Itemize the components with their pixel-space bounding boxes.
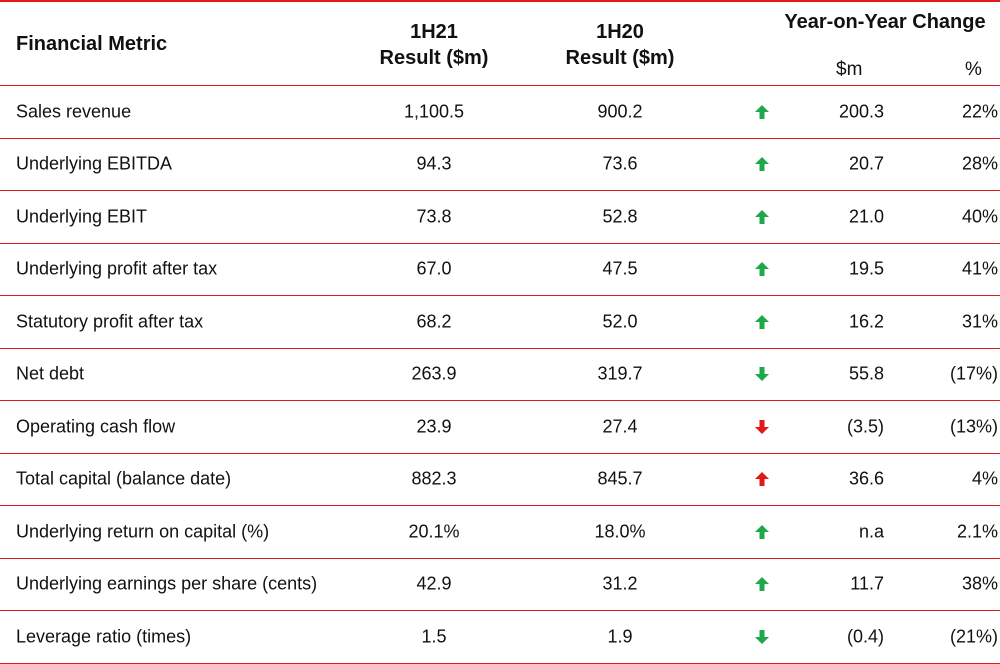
table-row: Operating cash flow 23.9 27.4 (3.5) (13%)	[0, 401, 1000, 454]
header-1h21-line2: Result ($m)	[379, 47, 489, 69]
value-1h20-cell: 27.4	[602, 416, 638, 437]
metric-cell: Operating cash flow	[16, 416, 176, 437]
value-1h20-cell: 900.2	[597, 101, 643, 122]
change-usd-cell: 21.0	[848, 206, 884, 227]
value-1h21-cell: 67.0	[416, 258, 452, 279]
change-usd-cell: 200.3	[838, 101, 884, 122]
value-1h20-cell: 845.7	[597, 468, 643, 489]
value-1h20-cell: 1.9	[607, 626, 633, 647]
table-row: Underlying profit after tax 67.0 47.5 19.5 4…	[0, 244, 1000, 296]
change-usd-cell: 16.2	[848, 311, 884, 332]
value-1h21-cell: 882.3	[411, 468, 457, 489]
table-row: Underlying return on capital (%) 20.1% 18.…	[0, 506, 1000, 559]
arrow-up-icon	[754, 314, 770, 330]
change-pct-cell: 28%	[961, 153, 998, 174]
change-pct-cell: (17%)	[949, 363, 998, 384]
change-pct-cell: (13%)	[949, 416, 998, 437]
metric-cell: Underlying EBIT	[16, 206, 148, 227]
metric-cell: Underlying return on capital (%)	[16, 521, 270, 542]
value-1h21-cell: 263.9	[411, 363, 457, 384]
change-pct-cell: 22%	[961, 101, 998, 122]
metric-cell: Underlying earnings per share (cents)	[16, 573, 318, 594]
change-pct-cell: 4%	[971, 468, 998, 489]
arrow-down-icon	[754, 366, 770, 382]
header-yoy-change: Year-on-Year Change	[784, 11, 986, 33]
table-row: Underlying EBIT 73.8 52.8 21.0 40%	[0, 191, 1000, 244]
header-yoy-usd: $m	[836, 59, 863, 80]
metric-cell: Underlying EBITDA	[16, 153, 173, 174]
header-1h21-line1: 1H21	[410, 21, 458, 43]
value-1h20-cell: 52.8	[602, 206, 638, 227]
table-row: Net debt 263.9 319.7 55.8 (17%)	[0, 349, 1000, 401]
header-yoy-pct: %	[965, 59, 982, 80]
value-1h21-cell: 20.1%	[408, 521, 460, 542]
change-pct-cell: 40%	[961, 206, 998, 227]
arrow-up-icon	[754, 209, 770, 225]
value-1h21-cell: 1.5	[421, 626, 447, 647]
change-pct-cell: (21%)	[949, 626, 998, 647]
arrow-up-icon	[754, 104, 770, 120]
table-row: Leverage ratio (times) 1.5 1.9 (0.4) (21%)	[0, 611, 1000, 664]
change-usd-cell: (0.4)	[846, 626, 884, 647]
table-header: Financial Metric 1H21 Result ($m) 1H20 R…	[0, 2, 1000, 86]
table-row: Sales revenue 1,100.5 900.2 200.3 22%	[0, 86, 1000, 139]
value-1h20-cell: 18.0%	[594, 521, 646, 542]
change-usd-cell: 19.5	[848, 258, 884, 279]
table-row: Underlying EBITDA 94.3 73.6 20.7 28%	[0, 139, 1000, 191]
value-1h21-cell: 1,100.5	[403, 101, 465, 122]
value-1h21-cell: 68.2	[416, 311, 452, 332]
value-1h20-cell: 52.0	[602, 311, 638, 332]
arrow-up-icon	[754, 156, 770, 172]
table-body: Sales revenue 1,100.5 900.2 200.3 22% Underly…	[0, 86, 1000, 664]
metric-cell: Total capital (balance date)	[16, 468, 232, 489]
change-usd-cell: 36.6	[848, 468, 884, 489]
metric-cell: Underlying profit after tax	[16, 258, 218, 279]
value-1h20-cell: 47.5	[602, 258, 638, 279]
arrow-down-icon	[754, 419, 770, 435]
change-usd-cell: (3.5)	[846, 416, 884, 437]
change-pct-cell: 31%	[961, 311, 998, 332]
metric-cell: Sales revenue	[16, 101, 132, 122]
header-1h20: 1H20 Result ($m)	[530, 19, 710, 71]
value-1h21-cell: 73.8	[416, 206, 452, 227]
change-usd-cell: 11.7	[850, 573, 884, 594]
arrow-up-icon	[754, 524, 770, 540]
metric-cell: Leverage ratio (times)	[16, 626, 192, 647]
change-pct-cell: 41%	[961, 258, 998, 279]
metric-cell: Net debt	[16, 363, 85, 384]
value-1h21-cell: 94.3	[416, 153, 452, 174]
value-1h20-cell: 31.2	[602, 573, 638, 594]
value-1h20-cell: 319.7	[597, 363, 643, 384]
value-1h21-cell: 42.9	[416, 573, 452, 594]
change-usd-cell: 55.8	[848, 363, 884, 384]
metric-cell: Statutory profit after tax	[16, 311, 204, 332]
change-pct-cell: 38%	[961, 573, 998, 594]
change-pct-cell: 2.1%	[956, 521, 998, 542]
value-1h20-cell: 73.6	[602, 153, 638, 174]
header-1h21: 1H21 Result ($m)	[344, 19, 524, 71]
table-row: Total capital (balance date) 882.3 845.7 36…	[0, 454, 1000, 506]
arrow-down-icon	[754, 629, 770, 645]
table-row: Underlying earnings per share (cents) 42.…	[0, 559, 1000, 611]
change-usd-cell: n.a	[858, 521, 884, 542]
change-usd-cell: 20.7	[848, 153, 884, 174]
arrow-up-icon	[754, 576, 770, 592]
header-1h20-line1: 1H20	[596, 21, 644, 43]
top-rule	[0, 0, 1000, 2]
table-row: Statutory profit after tax 68.2 52.0 16.2 31…	[0, 296, 1000, 349]
arrow-up-icon	[754, 471, 770, 487]
value-1h21-cell: 23.9	[416, 416, 452, 437]
header-financial-metric: Financial Metric	[16, 33, 168, 55]
header-1h20-line2: Result ($m)	[565, 47, 675, 69]
arrow-up-icon	[754, 261, 770, 277]
